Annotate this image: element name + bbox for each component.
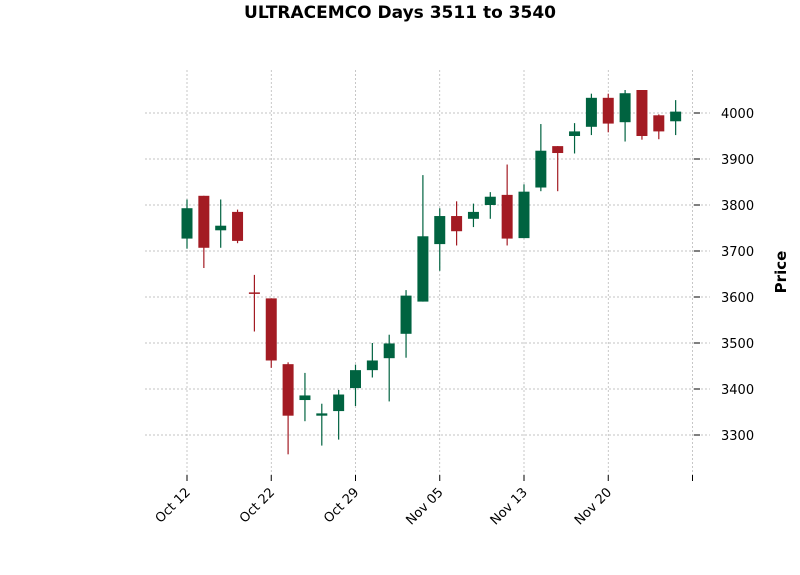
candle-body [653,115,665,132]
candle-body [619,93,631,123]
candle [232,209,244,244]
candle-body [602,97,614,124]
candle [299,372,311,422]
candle [670,100,682,136]
candle [585,93,597,136]
candle-body [181,208,193,239]
candle-body [484,196,496,205]
y-tick-label: 3600 [721,291,754,306]
x-axis: Oct 12 Oct 22 Oct 29 Nov 05 Nov 13 Nov 20 [153,475,693,528]
candle-body [585,97,597,127]
candle-body [670,111,682,122]
candle [400,290,412,358]
candle-body [501,194,513,239]
candle-body [535,150,547,188]
y-tick-label: 3900 [721,153,754,168]
x-tick-label: Oct 22 [237,485,278,526]
candle-body [215,225,227,231]
candle [602,93,614,133]
candle [417,175,429,302]
candle [451,201,463,246]
x-tick-label: Nov 05 [403,485,446,528]
candle [181,199,193,249]
y-tick-label: 3300 [721,429,754,444]
x-tick-label: Oct 12 [153,485,194,526]
candle-body [198,195,210,248]
grid-lines [145,70,710,475]
candle-body [282,364,294,416]
candle-body [383,343,395,359]
candle-body [333,394,345,412]
candle [653,114,665,140]
candle-body [400,295,412,334]
candle [552,146,564,192]
candle-body [350,370,361,389]
candle [434,208,446,271]
chart-title: ULTRACEMCO Days 3511 to 3540 [244,3,556,23]
candle-body [248,292,260,294]
candle [350,364,361,407]
candle [215,199,227,248]
candle [484,192,496,219]
candle [198,195,210,269]
y-tick-label: 3500 [721,337,754,352]
candle-body [417,236,429,302]
candle-body [569,131,581,136]
candle [282,362,294,455]
candle [636,90,648,140]
candle-body [366,360,378,371]
y-tick-label: 3700 [721,245,754,260]
candle [333,389,345,440]
candle-body [316,413,328,416]
candle-body [552,146,564,154]
candle-body [434,216,446,245]
candles [181,90,682,455]
candle [569,123,581,154]
candle [248,274,260,332]
y-tick-label: 3400 [721,383,754,398]
candle [383,334,395,402]
x-tick-label: Nov 20 [572,485,615,528]
candle-body [518,191,530,239]
candle [467,203,479,228]
y-axis-label: Price [772,251,790,294]
candle [366,343,378,378]
candle-body [467,211,479,219]
x-tick-label: Nov 13 [488,485,531,528]
y-tick-label: 4000 [721,107,754,122]
x-tick-label: Oct 29 [321,485,362,526]
candle [265,298,277,368]
candle-body [636,90,648,136]
y-tick-label: 3800 [721,199,754,214]
candle [535,124,547,192]
candle-body [265,298,277,361]
candle-body [299,395,311,401]
candle-body [451,216,463,232]
y-axis: 3300 3400 3500 3600 3700 3800 3900 4000 [694,107,754,444]
candle [619,90,631,142]
candle-body [232,211,244,241]
candle [501,164,513,246]
candle [316,403,328,446]
candle [518,184,530,239]
